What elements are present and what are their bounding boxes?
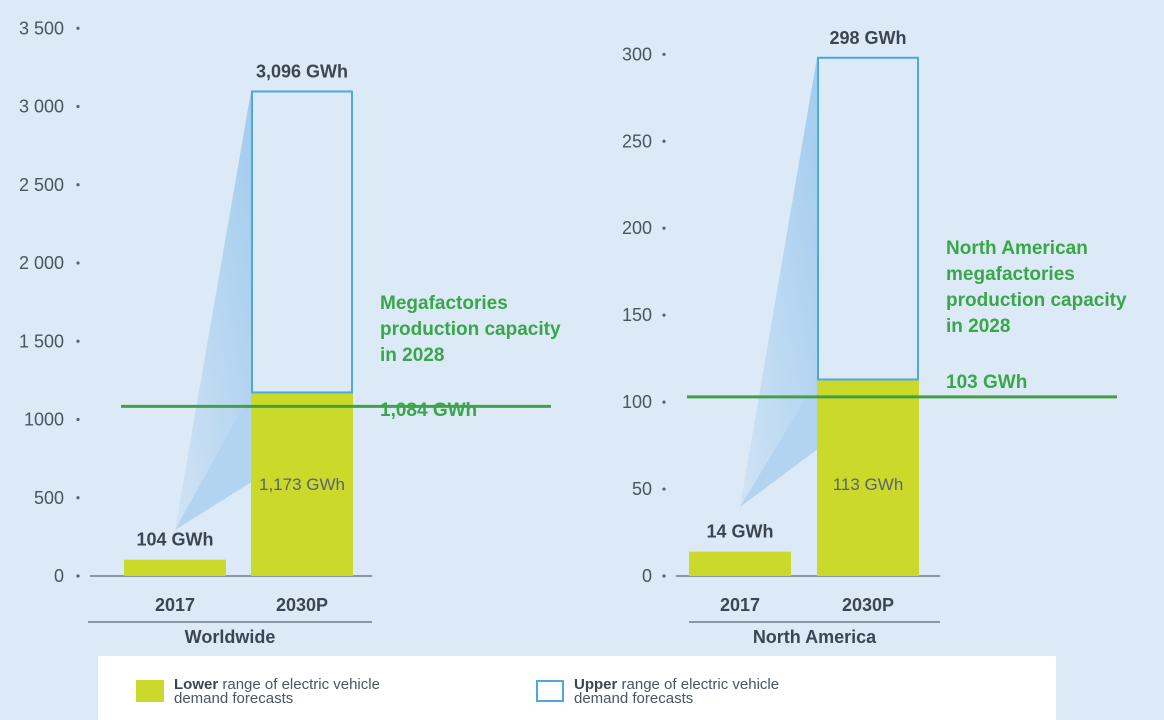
panel2-ytick-label: 200 bbox=[622, 218, 652, 238]
panel2-ytick-label: 100 bbox=[622, 392, 652, 412]
panel2-bar-top-label-2017: 14 GWh bbox=[706, 522, 773, 542]
legend-upper-rest: range of electric vehicle bbox=[617, 676, 780, 693]
legend: Lower range of electric vehicle demand f… bbox=[98, 656, 1056, 720]
panel2-ytick-label: 300 bbox=[622, 44, 652, 64]
panel2-cone-upper bbox=[740, 57, 817, 507]
panel2-ytick-dot bbox=[662, 139, 666, 143]
panel1-bar-top-label-2030p: 3,096 GWh bbox=[256, 61, 348, 81]
panel2-ytick-dot bbox=[662, 226, 666, 230]
panel1-ytick-label: 500 bbox=[34, 488, 64, 508]
panel2-ytick-label: 250 bbox=[622, 131, 652, 151]
panel2-category-label-2030p: 2030P bbox=[842, 595, 894, 615]
legend-swatch-upper bbox=[536, 680, 564, 702]
panel1-ytick-dot bbox=[76, 339, 80, 343]
panel1-bar-lower-2017 bbox=[124, 559, 226, 576]
legend-lower-rest: range of electric vehicle bbox=[218, 676, 380, 693]
panel1-ytick-label: 1 500 bbox=[19, 331, 64, 351]
legend-upper-bold: Upper bbox=[574, 676, 618, 693]
panel2-ytick-dot bbox=[662, 313, 666, 317]
legend-text-upper: Upper range of electric vehicle demand f… bbox=[574, 676, 844, 707]
panel2-capacity-label-line: North American bbox=[946, 238, 1088, 259]
panel1-bar-top-label-2017: 104 GWh bbox=[136, 530, 213, 550]
panel2-bar-lower-2017 bbox=[689, 551, 791, 576]
panel1-capacity-label-line: production capacity bbox=[380, 319, 561, 340]
panel1-panel-label: Worldwide bbox=[185, 627, 276, 647]
panel2-ytick-dot bbox=[662, 52, 666, 56]
panel2-ytick-dot bbox=[662, 400, 666, 404]
panel2-ytick-label: 150 bbox=[622, 305, 652, 325]
legend-text-lower: Lower range of electric vehicle demand f… bbox=[174, 676, 444, 707]
panel2-capacity-value-label: 103 GWh bbox=[946, 372, 1027, 393]
panel2-ytick-dot bbox=[662, 487, 666, 491]
panel1-ytick-label: 2 500 bbox=[19, 175, 64, 195]
panel1-ytick-dot bbox=[76, 417, 80, 422]
panel2-category-label-2017: 2017 bbox=[720, 595, 760, 615]
panel2-bar-upper-2030p bbox=[817, 56, 919, 381]
panel1-capacity-value-label: 1,084 GWh bbox=[380, 400, 477, 421]
legend-item-lower: Lower range of electric vehicle demand f… bbox=[136, 676, 444, 707]
panel1-ytick-label: 0 bbox=[54, 566, 64, 586]
panel1-bar-inner-label-2030p: 1,173 GWh bbox=[259, 475, 345, 494]
panel1-ytick-label: 3 500 bbox=[19, 18, 64, 38]
panel1-ytick-dot bbox=[76, 104, 80, 109]
panel1-ytick-dot bbox=[76, 261, 80, 265]
panel1-ytick-label: 3 000 bbox=[19, 97, 64, 117]
panel2-bar-lower-2030p bbox=[817, 379, 919, 576]
legend-lower-line2: demand forecasts bbox=[174, 690, 294, 707]
legend-swatch-lower bbox=[136, 680, 164, 702]
panel1-category-label-2017: 2017 bbox=[155, 595, 195, 615]
panel2-ytick-label: 0 bbox=[642, 566, 652, 586]
panel1-cone-lower bbox=[175, 392, 251, 530]
panel2-bar-top-label-2030p: 298 GWh bbox=[829, 28, 906, 48]
panel2-bar-inner-label-2030p: 113 GWh bbox=[833, 475, 904, 494]
panel1-capacity-label-line: in 2028 bbox=[380, 345, 444, 366]
panel1-ytick-dot bbox=[76, 183, 80, 187]
panel1-bar-lower-2030p bbox=[251, 392, 353, 576]
legend-item-upper: Upper range of electric vehicle demand f… bbox=[536, 676, 844, 707]
panel1-ytick-label: 1000 bbox=[24, 410, 64, 430]
panel1-ytick-label: 2 000 bbox=[19, 253, 64, 273]
panel1-ytick-dot bbox=[76, 26, 80, 30]
panel2-capacity-label-line: megafactories bbox=[946, 264, 1075, 285]
panel1-category-label-2030p: 2030P bbox=[276, 595, 328, 615]
panel2-cone-lower bbox=[740, 379, 817, 507]
panel2-ytick-label: 50 bbox=[632, 479, 652, 499]
panel2-ytick-dot bbox=[662, 574, 666, 578]
panel2-capacity-label-line: production capacity bbox=[946, 290, 1127, 311]
panel2-capacity-label-line: in 2028 bbox=[946, 316, 1010, 337]
panel1-bar-upper-2030p bbox=[251, 90, 353, 394]
panel1-ytick-dot bbox=[76, 574, 80, 578]
panel1-capacity-label-line: Megafactories bbox=[380, 293, 508, 314]
panel2-panel-label: North America bbox=[753, 627, 877, 647]
panel1-ytick-dot bbox=[76, 496, 80, 500]
panel1-cone-upper bbox=[175, 91, 251, 530]
legend-lower-bold: Lower bbox=[174, 676, 219, 693]
legend-upper-line2: demand forecasts bbox=[574, 690, 694, 707]
